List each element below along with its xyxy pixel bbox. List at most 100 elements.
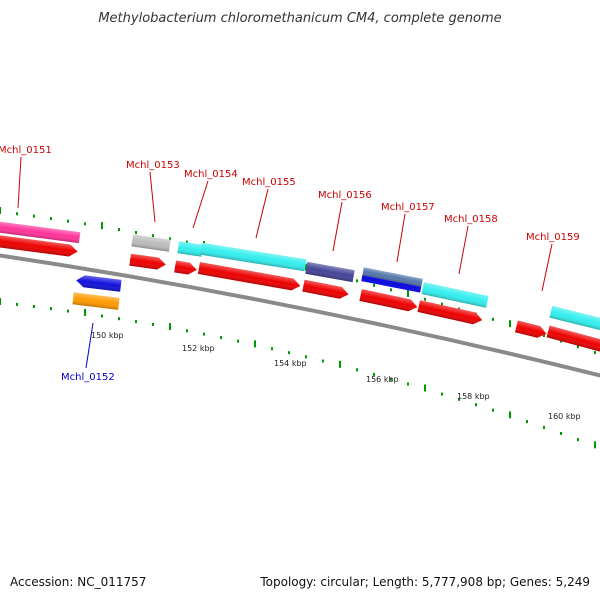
- gene-label-mchl-0153[interactable]: Mchl_0153: [126, 160, 180, 171]
- leader-line-mchl-0153: [149, 171, 156, 223]
- cds-arrow-mchl-0151[interactable]: [0, 234, 78, 257]
- feature-block-mchl-0151[interactable]: [0, 220, 81, 244]
- lower-tick-33: [560, 431, 562, 435]
- upper-tick-29: [492, 317, 494, 321]
- upper-tick-34: [577, 345, 579, 349]
- upper-tick-30: [509, 320, 511, 328]
- leader-line-mchl-0154: [192, 180, 209, 229]
- cds-arrow-mchl-0152[interactable]: [75, 274, 122, 292]
- lower-tick-9: [152, 322, 154, 326]
- upper-tick-11: [186, 240, 188, 244]
- lower-tick-7: [118, 317, 120, 321]
- lower-tick-25: [424, 384, 426, 392]
- gene-label-mchl-0151[interactable]: Mchl_0151: [0, 145, 52, 156]
- lower-tick-32: [543, 425, 545, 429]
- tick-label-154: 154 kbp: [274, 359, 307, 368]
- upper-tick-23: [390, 288, 392, 292]
- upper-tick-10: [169, 237, 171, 241]
- lower-tick-0: [0, 298, 1, 305]
- gene-label-mchl-0156[interactable]: Mchl_0156: [318, 190, 372, 201]
- gene-label-mchl-0154[interactable]: Mchl_0154: [184, 169, 238, 180]
- lower-tick-12: [203, 332, 205, 336]
- cds-arrow-mchl-0157[interactable]: [359, 289, 418, 313]
- leader-line-mchl-0158: [458, 225, 469, 275]
- tick-label-152: 152 kbp: [182, 344, 215, 353]
- cds-arrow-mchl-0159b[interactable]: [546, 325, 600, 354]
- upper-tick-8: [135, 231, 137, 235]
- leader-line-mchl-0152: [85, 322, 94, 369]
- lower-tick-5: [84, 308, 86, 316]
- gene-label-mchl-0159[interactable]: Mchl_0159: [526, 232, 580, 243]
- lower-tick-19: [322, 359, 324, 363]
- tick-label-160: 160 kbp: [548, 412, 581, 421]
- lower-tick-23: [390, 377, 392, 381]
- upper-tick-6: [101, 222, 103, 230]
- feature-block-mchl-0159[interactable]: [549, 305, 600, 333]
- lower-tick-10: [169, 323, 171, 331]
- lower-tick-35: [594, 441, 596, 449]
- upper-tick-25: [424, 297, 426, 301]
- gene-label-mchl-0155[interactable]: Mchl_0155: [242, 177, 296, 188]
- lower-tick-27: [458, 397, 460, 401]
- leader-line-mchl-0156: [332, 201, 343, 252]
- lower-tick-34: [577, 438, 579, 442]
- lower-tick-20: [339, 360, 341, 368]
- upper-tick-7: [118, 228, 120, 232]
- upper-tick-1: [16, 212, 18, 216]
- feature-block-mchl-0157[interactable]: [361, 267, 423, 293]
- lower-tick-8: [135, 320, 137, 324]
- lower-tick-4: [67, 309, 69, 313]
- upper-tick-9: [152, 234, 154, 238]
- upper-tick-26: [441, 302, 443, 306]
- scale-labels: 150 kbp 152 kbp 154 kbp 156 kbp 158 kbp …: [91, 331, 581, 421]
- upper-tick-24: [407, 290, 409, 298]
- feature-block-mchl-0153[interactable]: [131, 234, 171, 252]
- gene-label-mchl-0152[interactable]: Mchl_0152: [61, 372, 115, 383]
- gene-labels: Mchl_0151 Mchl_0153 Mchl_0154 Mchl_0155 …: [0, 145, 580, 383]
- lower-tick-3: [50, 307, 52, 311]
- map-title: Methylobacterium chloromethanicum CM4, c…: [98, 11, 501, 26]
- genome-stats-text: Topology: circular; Length: 5,777,908 bp…: [259, 575, 590, 589]
- upper-tick-21: [356, 279, 358, 283]
- gene-label-mchl-0157[interactable]: Mchl_0157: [381, 202, 435, 213]
- upper-tick-3: [50, 217, 52, 221]
- lower-tick-15: [254, 340, 256, 348]
- leader-line-mchl-0151: [17, 156, 22, 209]
- cds-arrow-mchl-0158[interactable]: [417, 300, 483, 326]
- accession-text: Accession: NC_011757: [10, 575, 146, 589]
- leader-line-mchl-0155: [255, 188, 269, 239]
- feature-block-mchl-0156[interactable]: [305, 261, 355, 283]
- feature-block-mchl-0158[interactable]: [421, 282, 489, 308]
- feature-block-mchl-0155[interactable]: [199, 242, 307, 272]
- lower-tick-6: [101, 314, 103, 318]
- lower-tick-16: [271, 347, 273, 351]
- upper-tick-4: [67, 219, 69, 223]
- lower-tick-22: [373, 372, 375, 376]
- feature-block-mchl-0152[interactable]: [72, 292, 120, 310]
- cds-arrow-mchl-0156[interactable]: [302, 279, 349, 301]
- feature-block-mchl-0154[interactable]: [177, 241, 203, 257]
- lower-tick-30: [509, 411, 511, 419]
- upper-tick-2: [33, 214, 35, 218]
- cds-arrow-mchl-0154[interactable]: [174, 260, 198, 276]
- lower-tick-2: [33, 304, 35, 308]
- cds-arrow-mchl-0153[interactable]: [129, 253, 166, 271]
- leader-line-mchl-0157: [396, 213, 406, 263]
- upper-tick-0: [0, 207, 1, 214]
- lower-tick-21: [356, 368, 358, 372]
- feature-track: [0, 220, 600, 333]
- gene-label-mchl-0158[interactable]: Mchl_0158: [444, 214, 498, 225]
- cds-reverse-track: [72, 274, 122, 310]
- lower-tick-29: [492, 408, 494, 412]
- tick-label-150: 150 kbp: [91, 331, 124, 340]
- lower-tick-26: [441, 392, 443, 396]
- lower-tick-13: [220, 336, 222, 340]
- upper-tick-18: [305, 263, 307, 271]
- leader-line-mchl-0159: [541, 243, 553, 292]
- upper-tick-22: [373, 283, 375, 287]
- upper-tick-5: [84, 222, 86, 226]
- cds-arrow-mchl-0159a[interactable]: [514, 320, 548, 340]
- cds-arrow-mchl-0155[interactable]: [197, 262, 302, 292]
